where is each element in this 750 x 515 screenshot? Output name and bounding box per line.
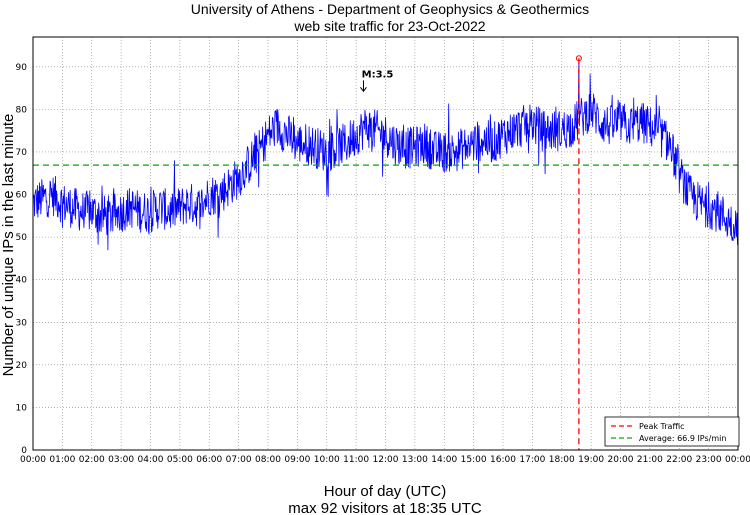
x-tick-label: 12:00 (373, 455, 399, 465)
peak-marker (575, 55, 582, 62)
y-tick-label: 20 (16, 361, 28, 371)
chart-title-line2: web site traffic for 23-Oct-2022 (293, 18, 485, 34)
plot-frame (32, 36, 739, 451)
x-tick-label: 21:00 (637, 455, 663, 465)
x-tick-label: 08:00 (255, 455, 281, 465)
x-tick-label: 02:00 (79, 455, 105, 465)
x-tick-label: 11:00 (343, 455, 369, 465)
y-tick-label: 70 (16, 148, 28, 158)
x-tick-label: 13:00 (402, 455, 428, 465)
legend-peak-label: Peak Traffic (639, 422, 685, 431)
legend: Peak Traffic Average: 66.9 IPs/min (604, 416, 740, 447)
legend-average-label: Average: 66.9 IPs/min (639, 434, 726, 443)
x-axis-label: Hour of day (UTC) (324, 483, 447, 500)
x-tick-label: 00:00 (20, 455, 46, 465)
x-tick-label: 14:00 (431, 455, 457, 465)
x-tick-label: 01:00 (49, 455, 75, 465)
y-axis-label: Number of unique IPs in the last minute (0, 114, 17, 377)
x-tick-label: 20:00 (608, 455, 634, 465)
x-tick-label: 15:00 (461, 455, 487, 465)
y-tick-label: 80 (16, 105, 28, 115)
annotation-label: M:3.5 (362, 69, 394, 80)
x-tick-label: 22:00 (666, 455, 692, 465)
y-tick-label: 90 (16, 63, 28, 73)
x-tick-label: 09:00 (284, 455, 310, 465)
y-ticks: 0 10 20 30 40 50 60 70 80 90 (16, 63, 28, 456)
x-tick-label: 19:00 (578, 455, 604, 465)
chart-subtitle: max 92 visitors at 18:35 UTC (288, 500, 482, 515)
x-tick-label: 06:00 (196, 455, 222, 465)
earthquake-annotation: M:3.5 (360, 69, 394, 93)
x-tick-label: 16:00 (490, 455, 516, 465)
y-tick-label: 50 (16, 233, 28, 243)
x-tick-label: 18:00 (549, 455, 575, 465)
y-tick-label: 30 (16, 318, 28, 328)
y-tick-label: 60 (16, 191, 28, 201)
x-tick-label: 03:00 (108, 455, 134, 465)
x-tick-label: 00:00 (725, 455, 750, 465)
x-tick-label: 04:00 (138, 455, 164, 465)
grid (32, 37, 739, 451)
x-tick-label: 05:00 (167, 455, 193, 465)
annotation-arrow-head (360, 87, 367, 93)
y-tick-label: 10 (16, 403, 28, 413)
chart-title-line1: University of Athens - Department of Geo… (191, 1, 589, 17)
x-ticks: 00:00 01:00 02:00 03:00 04:00 05:00 06:00 07:00… (20, 455, 750, 465)
x-tick-label: 07:00 (226, 455, 252, 465)
x-tick-label: 17:00 (519, 455, 545, 465)
traffic-series-line (32, 58, 739, 251)
y-tick-label: 0 (21, 446, 27, 456)
x-tick-label: 10:00 (314, 455, 340, 465)
x-tick-label: 23:00 (696, 455, 722, 465)
y-tick-label: 40 (16, 276, 28, 286)
legend-box (604, 416, 740, 447)
